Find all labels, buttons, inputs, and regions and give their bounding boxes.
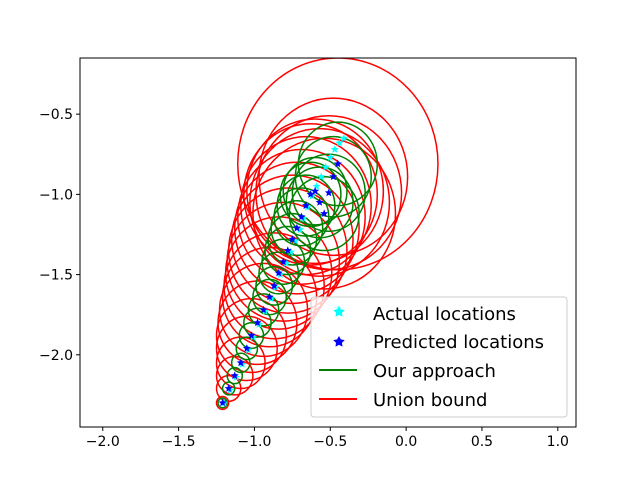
predicted-location-point-22 (329, 172, 338, 181)
x-tick-label: −0.5 (313, 434, 347, 450)
x-tick-label: 0.0 (395, 434, 417, 450)
x-tick-label: 0.5 (471, 434, 493, 450)
union-bound-circle-23 (237, 58, 439, 271)
plot-frame (79, 57, 577, 428)
actual-location-point-22 (330, 145, 339, 153)
union-bound-circle-22 (258, 97, 409, 257)
our-approach-circle-22 (294, 135, 372, 218)
predicted-location-point-10 (274, 268, 283, 277)
predicted-location-point-11 (279, 257, 288, 266)
predicted-location-point-9 (270, 281, 279, 290)
x-tick-label: −2.0 (86, 434, 120, 450)
union-bound-circle-12 (227, 187, 348, 314)
union-bound-circle-4 (215, 315, 278, 382)
union-bound-circle-6 (217, 280, 298, 366)
actual-location-point-11 (282, 259, 291, 267)
predicted-location-point-16 (302, 201, 310, 209)
our-approach-circle-14 (270, 200, 324, 257)
actual-location-point-14 (295, 225, 304, 234)
our-approach-circle-3 (230, 352, 251, 374)
our-approach-circle-4 (235, 336, 259, 361)
legend-predicted-label: Predicted locations (373, 332, 544, 353)
actual-location-point-18 (312, 182, 321, 190)
predicted-location-point-19 (315, 198, 324, 206)
legend: Actual locations Predicted locations Our… (310, 296, 568, 418)
legend-union-bound-label: Union bound (373, 390, 487, 411)
our-approach-circles (217, 121, 379, 409)
predicted-location-point-6 (253, 318, 262, 327)
our-approach-circle-1 (221, 381, 236, 396)
our-approach-circle-21 (291, 153, 366, 233)
actual-location-point-13 (291, 236, 300, 245)
predicted-location-point-23 (333, 159, 342, 168)
predicted-location-point-13 (288, 235, 297, 243)
union-bound-circle-18 (246, 118, 385, 265)
legend-box (310, 296, 568, 418)
union-bound-circle-5 (215, 297, 288, 374)
legend-actual-marker (333, 306, 345, 317)
y-tick-label: −1.5 (39, 268, 73, 284)
actual-location-point-23 (335, 138, 344, 147)
union-bound-circle-17 (243, 123, 379, 266)
actual-location-point-21 (326, 153, 335, 161)
predicted-location-point-2 (230, 371, 239, 380)
our-approach-circle-10 (258, 251, 300, 295)
predicted-location-point-0 (218, 398, 227, 407)
x-tick-label: 1.0 (547, 434, 569, 450)
our-approach-circle-2 (226, 366, 244, 385)
predicted-location-point-15 (297, 212, 306, 221)
predicted-location-point-14 (292, 223, 301, 232)
x-axis: −2.0 −1.5 −1.0 −0.5 0.0 0.5 1.0 (86, 427, 569, 450)
predicted-location-point-1 (224, 384, 233, 392)
y-axis: −2.0 −1.5 −1.0 −0.5 (39, 107, 80, 364)
x-tick-label: −1.0 (237, 434, 271, 450)
union-bound-circle-11 (226, 201, 341, 322)
y-tick-label: −1.0 (39, 187, 73, 203)
predicted-location-point-21 (324, 188, 333, 197)
legend-our-approach-label: Our approach (373, 361, 496, 382)
predicted-location-point-18 (311, 187, 320, 195)
actual-location-point-12 (286, 247, 295, 256)
predicted-location-point-5 (247, 331, 256, 339)
legend-actual-label: Actual locations (373, 304, 516, 325)
our-approach-circle-0 (217, 397, 228, 409)
x-tick-label: −1.5 (162, 434, 196, 450)
union-bound-circle-13 (230, 174, 354, 305)
y-tick-label: −2.0 (39, 348, 73, 364)
predicted-location-point-12 (283, 246, 292, 254)
predicted-location-points (218, 159, 342, 407)
predicted-location-point-8 (265, 292, 274, 301)
y-tick-label: −0.5 (39, 107, 73, 123)
our-approach-circle-7 (247, 293, 280, 327)
our-approach-circle-23 (297, 121, 379, 207)
predicted-location-point-17 (306, 190, 315, 198)
predicted-location-point-7 (259, 305, 268, 314)
predicted-location-point-20 (320, 209, 329, 217)
union-bound-circle-9 (223, 232, 325, 340)
actual-location-point-20 (321, 162, 330, 171)
our-approach-circle-9 (255, 265, 294, 306)
union-bound-circle-14 (233, 161, 360, 295)
union-bound-circle-19 (249, 127, 391, 277)
legend-predicted-marker (333, 336, 345, 347)
predicted-location-point-3 (236, 358, 245, 367)
actual-location-point-24 (339, 134, 348, 142)
predicted-location-point-4 (242, 344, 251, 352)
actual-location-point-19 (317, 172, 326, 181)
union-bound-circle-0 (215, 395, 230, 411)
